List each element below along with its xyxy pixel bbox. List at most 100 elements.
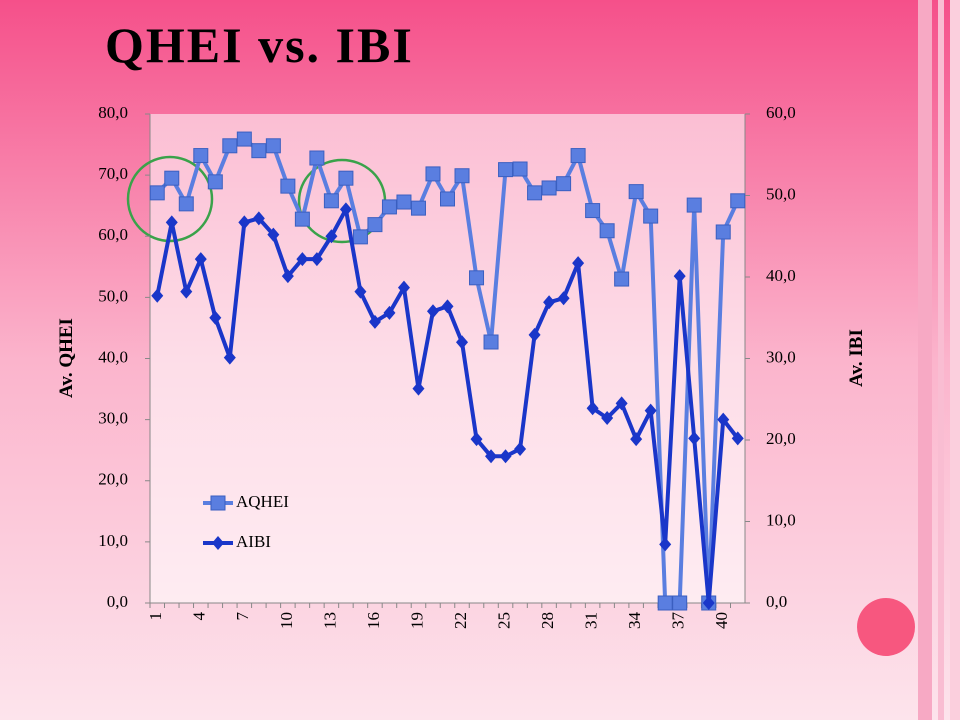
marker [528,327,541,342]
marker [570,148,586,164]
marker [498,162,514,178]
marker [251,143,267,159]
y-tick-label: 0,0 [107,592,128,611]
y2-tick-label: 10,0 [766,510,796,529]
marker [614,271,630,287]
marker [644,403,657,418]
marker [193,148,209,164]
marker [164,170,180,186]
x-tick-label: 19 [407,612,426,629]
marker [165,215,178,230]
marker [397,280,410,295]
marker [572,256,585,271]
stripe [938,0,944,720]
marker [483,334,499,350]
marker [425,166,441,182]
marker [412,381,425,396]
y-tick-label: 10,0 [98,531,128,550]
marker [630,432,643,447]
marker [585,203,601,219]
marker [557,291,570,306]
marker [178,196,194,212]
marker [514,441,527,456]
marker [309,150,325,166]
marker [236,131,252,147]
y2-axis-title: Av. IBI [846,329,867,387]
marker [207,174,223,190]
marker [643,208,659,224]
x-tick-label: 7 [233,612,252,621]
marker [352,229,368,245]
y2-tick-label: 0,0 [766,592,787,611]
y-tick-label: 40,0 [98,347,128,366]
marker [325,229,338,244]
marker [338,170,354,186]
x-tick-label: 40 [712,612,731,629]
marker [628,184,644,200]
y2-tick-label: 20,0 [766,429,796,448]
decor-circle [857,598,915,656]
marker [209,310,222,325]
y-axis-title: Av. QHEI [56,318,77,398]
x-tick-label: 1 [146,612,165,621]
y-tick-label: 80,0 [98,103,128,122]
marker [499,449,512,464]
y2-tick-label: 40,0 [766,266,796,285]
marker [586,401,599,416]
marker [527,185,543,201]
marker [615,396,628,411]
y-tick-label: 70,0 [98,164,128,183]
marker [730,193,746,209]
marker [454,168,470,184]
y-tick-label: 60,0 [98,225,128,244]
y2-tick-label: 60,0 [766,103,796,122]
marker [381,199,397,215]
marker [368,314,381,329]
y-tick-label: 20,0 [98,470,128,489]
marker [469,270,485,286]
marker [323,193,339,209]
marker [440,191,455,207]
legend-label: AIBI [236,532,271,551]
marker [280,178,296,194]
marker [151,288,164,303]
marker [194,252,207,267]
marker [470,432,483,447]
marker [354,284,367,299]
marker [717,412,730,427]
marker [673,269,686,284]
marker [383,305,396,320]
x-tick-label: 28 [538,612,557,629]
marker [265,138,281,154]
marker [180,284,193,299]
marker [149,185,165,201]
marker [212,536,224,550]
marker [294,211,310,227]
marker [599,223,615,239]
x-tick-label: 10 [277,612,296,629]
stripe [950,0,960,720]
x-tick-label: 37 [669,612,688,630]
marker [672,595,688,611]
marker [556,176,572,192]
marker [339,202,352,217]
marker [222,138,238,154]
marker [659,537,672,552]
x-tick-label: 31 [582,612,601,629]
marker [281,269,294,284]
marker [731,431,744,446]
marker [410,200,426,216]
y-tick-label: 50,0 [98,286,128,305]
marker [367,217,383,233]
x-tick-label: 4 [190,612,209,621]
marker [238,215,251,230]
x-tick-label: 13 [320,612,339,629]
marker [657,595,673,611]
x-tick-label: 34 [625,612,644,630]
marker [688,431,701,446]
marker [223,350,236,365]
marker [702,596,715,610]
marker [541,180,557,196]
legend-label: AQHEI [236,492,289,511]
